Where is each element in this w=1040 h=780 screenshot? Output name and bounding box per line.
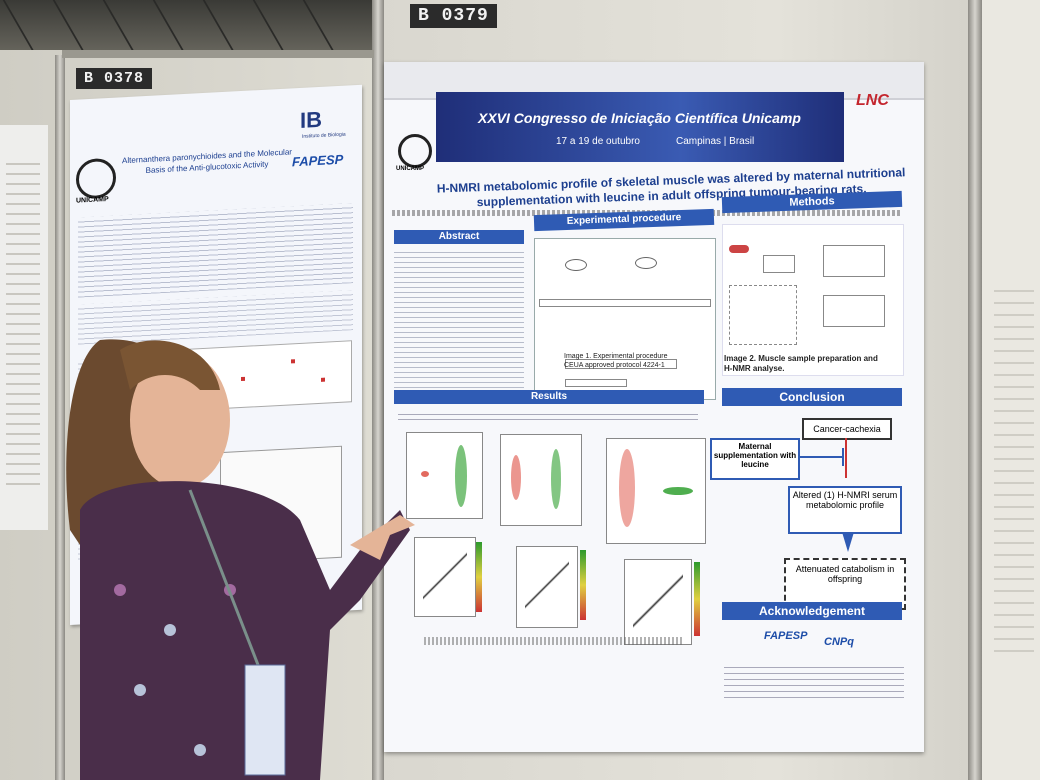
conclusion-node-maternal: Maternal supplementation with leucine (710, 438, 800, 480)
image1-caption: Image 1. Experimental procedure CEUA app… (564, 353, 668, 369)
conclusion-node-altered: Altered (1) H-NMRI serum metabolomic pro… (788, 486, 902, 534)
congress-title: XXVI Congresso de Iniciação Científica U… (478, 110, 801, 126)
cnpq-logo: CNPq (824, 636, 854, 648)
booth-number-label: B 0378 (76, 68, 153, 89)
congress-location: Campinas | Brasil (676, 136, 755, 147)
booth-pole (55, 55, 65, 780)
results-text (398, 410, 698, 422)
booth-pole (968, 0, 982, 780)
vip-plot (516, 546, 578, 628)
section-header-conclusion: Conclusion (722, 388, 902, 406)
university-label: UNICAMP (396, 166, 424, 172)
fapesp-logo: FAPESP (292, 151, 344, 170)
booth-number-label: B 0379 (410, 4, 497, 28)
conclusion-node-cachexia: Cancer-cachexia (802, 418, 892, 440)
lnc-logo: LNC (856, 92, 889, 109)
inhibit-arrow (798, 456, 842, 458)
university-label: UNICAMP (76, 195, 109, 205)
section-header-acknowledgement: Acknowledgement (722, 602, 902, 620)
institute-sub: Instituto de Biologia (302, 131, 346, 140)
neighbor-poster (0, 125, 48, 530)
institute-logo: IB (300, 106, 322, 133)
presenter-person (66, 339, 415, 780)
conclusion-node-attenuated: Attenuated catabolism in offspring (784, 558, 906, 610)
experimental-diagram (534, 238, 716, 400)
section-header-results: Results (394, 390, 704, 404)
vip-colorbar (476, 542, 482, 612)
vip-colorbar (580, 550, 586, 620)
text-block (78, 203, 353, 298)
scatter-plot-lxc (500, 434, 582, 526)
vip-colorbar (694, 562, 700, 636)
scatter-plot-wlxw (606, 438, 706, 544)
down-arrow (845, 438, 847, 478)
unicamp-logo (76, 157, 116, 200)
unicamp-logo (398, 134, 432, 168)
references-text (724, 662, 904, 702)
booth-top-rail (62, 50, 374, 58)
image2-caption: Image 2. Muscle sample preparation and H… (724, 354, 878, 373)
congress-banner: XXVI Congresso de Iniciação Científica U… (436, 92, 844, 162)
methods-diagram (722, 224, 904, 376)
neighbor-poster (982, 0, 1040, 780)
vip-plot (624, 559, 692, 645)
congress-dates: 17 a 19 de outubro (556, 136, 640, 147)
inhibit-arrow-bar (842, 448, 844, 466)
poster-title: Alternanthera paronychioides and the Mol… (122, 147, 292, 176)
fapesp-logo: FAPESP (764, 630, 808, 642)
scatter-plot-wxc (406, 432, 483, 519)
poster-main: UNICAMP XXVI Congresso de Iniciação Cien… (384, 62, 924, 752)
image3-caption (424, 637, 684, 645)
down-arrow-icon (842, 532, 854, 552)
booth-pole (372, 0, 384, 780)
abstract-text (394, 248, 524, 400)
vip-plot (414, 537, 476, 617)
section-header-abstract: Abstract (394, 230, 524, 244)
